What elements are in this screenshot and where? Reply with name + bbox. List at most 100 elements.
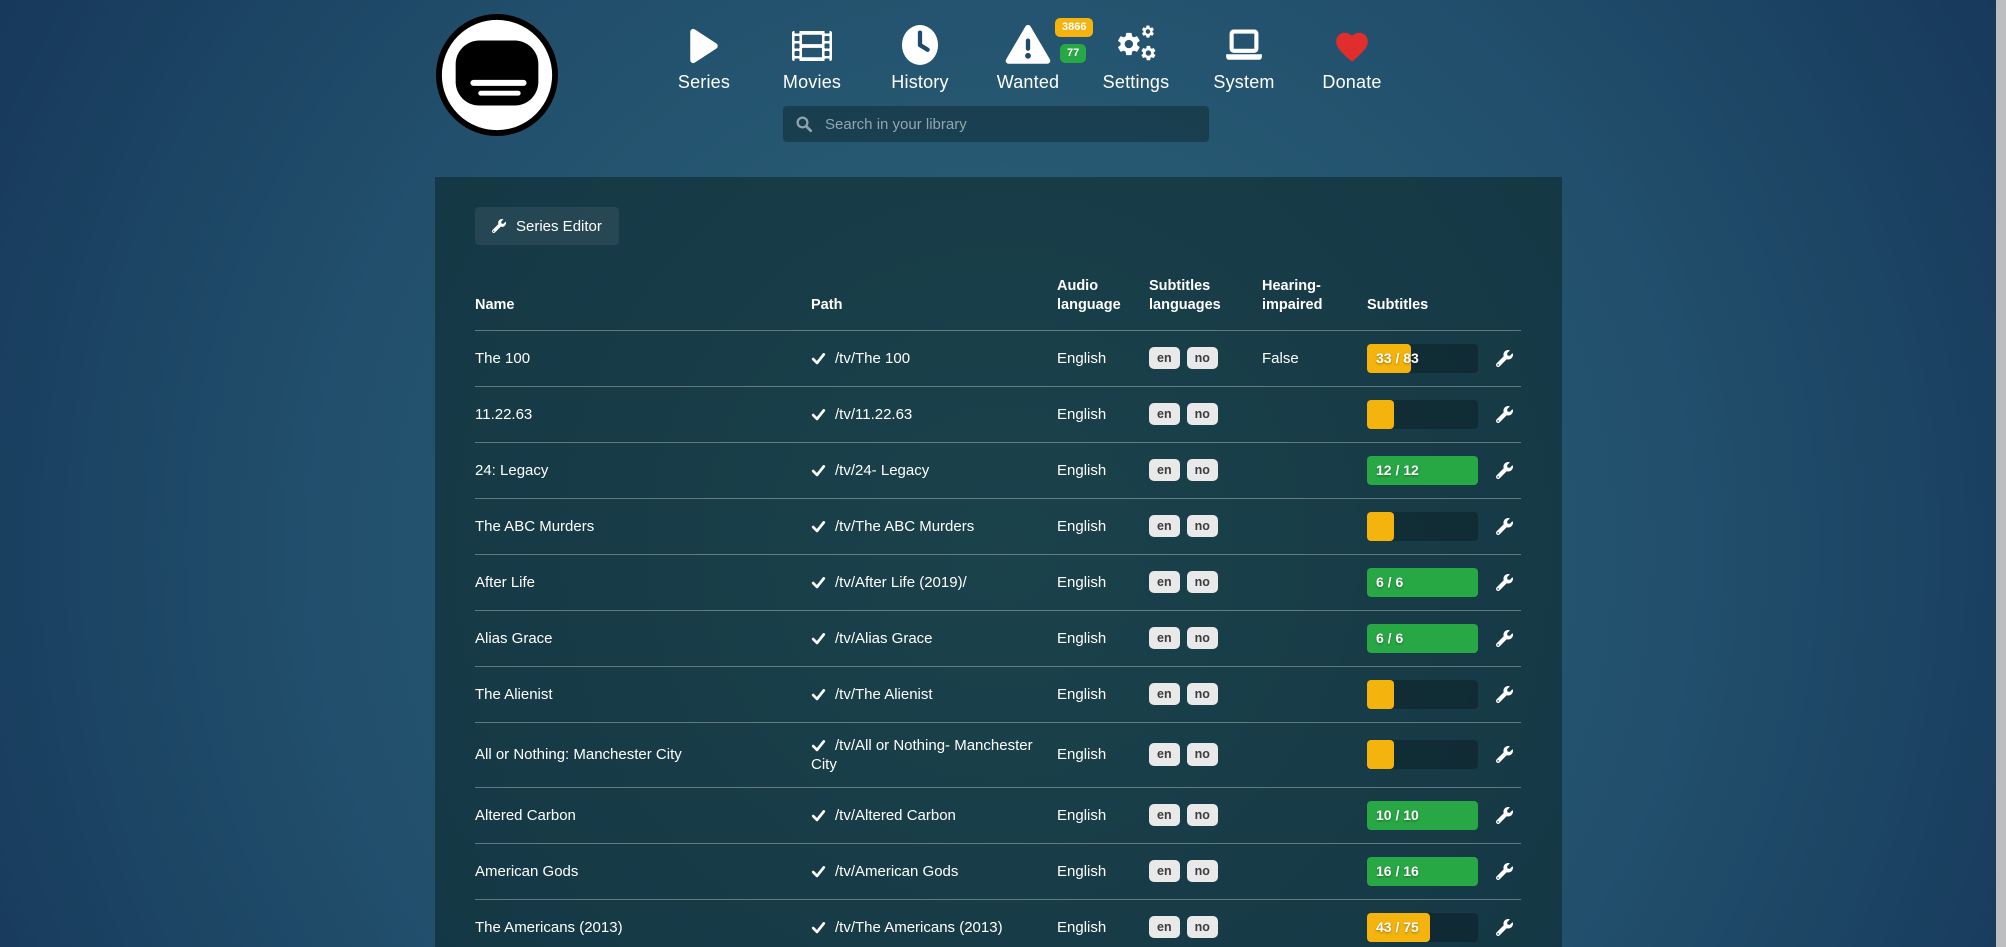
- table-row: 11.22.63/tv/11.22.63 English en no: [475, 386, 1521, 443]
- series-name-link[interactable]: The Americans (2013): [475, 899, 811, 947]
- audio-language-cell: English: [1057, 666, 1149, 723]
- gears-icon: [1114, 18, 1158, 66]
- series-path: /tv/After Life (2019)/: [835, 573, 967, 591]
- search-input[interactable]: [823, 114, 1197, 134]
- nav-item-series[interactable]: Series: [650, 18, 758, 93]
- edit-series-button[interactable]: [1496, 517, 1513, 535]
- library-search: [783, 106, 1209, 142]
- wanted-movies-badge: 77: [1060, 44, 1087, 63]
- subtitles-progress-fill: [1367, 399, 1394, 429]
- nav-item-history[interactable]: History: [866, 18, 974, 93]
- nav-item-system[interactable]: System: [1190, 18, 1298, 93]
- series-name-link[interactable]: Alias Grace: [475, 610, 811, 667]
- search-icon: [795, 115, 813, 133]
- subtitles-progress-label: 33 / 83: [1376, 349, 1419, 366]
- edit-series-button[interactable]: [1496, 746, 1513, 764]
- edit-series-button[interactable]: [1496, 573, 1513, 591]
- subtitle-language-badge: no: [1186, 859, 1218, 883]
- edit-series-button[interactable]: [1496, 918, 1513, 936]
- subtitles-progress-bar: 6 / 6: [1367, 567, 1478, 597]
- series-name-link[interactable]: Altered Carbon: [475, 787, 811, 844]
- film-icon: [792, 18, 832, 66]
- series-name-link[interactable]: The 100: [475, 330, 811, 387]
- subtitles-progress-fill: [1367, 679, 1394, 709]
- edit-series-button[interactable]: [1496, 461, 1513, 479]
- subtitle-language-badge: no: [1186, 743, 1218, 766]
- actions-cell: [1489, 330, 1521, 387]
- subtitles-progress-label: 12 / 12: [1376, 461, 1419, 478]
- series-name-link[interactable]: 24: Legacy: [475, 442, 811, 499]
- series-name-link[interactable]: The Alienist: [475, 666, 811, 723]
- nav-label: History: [891, 72, 949, 92]
- table-row: The Alienist/tv/The Alienist English en no: [475, 666, 1521, 723]
- subtitles-progress-fill: [1367, 567, 1478, 597]
- play-icon: [689, 18, 719, 66]
- edit-series-button[interactable]: [1496, 685, 1513, 703]
- subtitles-progress-fill: [1367, 511, 1394, 541]
- subtitles-progress-bar: 6 / 6: [1367, 623, 1478, 653]
- check-icon: [811, 408, 826, 420]
- audio-language-cell: English: [1057, 498, 1149, 555]
- subtitles-progress-label: 16 / 16: [1376, 862, 1419, 879]
- subtitles-cell: [1367, 386, 1489, 443]
- subtitle-language-badge: en: [1149, 682, 1180, 706]
- series-path: /tv/American Gods: [835, 862, 959, 880]
- table-row: American Gods/tv/American Gods English en n…: [475, 843, 1521, 900]
- bazarr-logo[interactable]: [434, 12, 560, 138]
- nav-label: Movies: [782, 72, 842, 92]
- series-path-cell: /tv/The Alienist: [811, 666, 1057, 723]
- hearing-impaired-cell: [1262, 554, 1367, 611]
- hearing-impaired-cell: [1262, 498, 1367, 555]
- nav-item-settings[interactable]: Settings: [1082, 18, 1190, 93]
- series-path: /tv/The Alienist: [835, 685, 933, 703]
- subtitle-language-badge: en: [1149, 458, 1180, 482]
- check-icon: [811, 688, 826, 700]
- subtitles-cell: [1367, 498, 1489, 555]
- series-path: /tv/All or Nothing- Manchester City: [811, 736, 1033, 773]
- wrench-icon: [1496, 573, 1513, 591]
- hearing-impaired-cell: [1262, 610, 1367, 667]
- subtitle-language-badge: en: [1149, 402, 1180, 426]
- nav-label: System: [1213, 72, 1275, 92]
- edit-series-button[interactable]: [1496, 862, 1513, 880]
- subtitle-language-badge: no: [1186, 803, 1218, 827]
- subtitles-progress-label: 6 / 6: [1376, 629, 1404, 646]
- subtitle-language-badge: en: [1149, 626, 1180, 650]
- edit-series-button[interactable]: [1496, 405, 1513, 423]
- subtitles-cell: 43 / 75: [1367, 899, 1489, 947]
- subtitles-progress-fill: [1367, 740, 1394, 770]
- series-name-link[interactable]: The ABC Murders: [475, 498, 811, 555]
- nav-item-wanted[interactable]: Wanted 3866 77: [974, 18, 1094, 93]
- audio-language-cell: English: [1057, 899, 1149, 947]
- subtitles-progress-bar: 10 / 10: [1367, 800, 1478, 830]
- series-path-cell: /tv/American Gods: [811, 843, 1057, 900]
- edit-series-button[interactable]: [1496, 629, 1513, 647]
- series-editor-button[interactable]: Series Editor: [475, 207, 619, 245]
- wrench-icon: [1496, 461, 1513, 479]
- series-name-link[interactable]: All or Nothing: Manchester City: [475, 722, 811, 788]
- wrench-icon: [1496, 862, 1513, 880]
- wrench-icon: [1496, 349, 1513, 367]
- hearing-impaired-cell: [1262, 899, 1367, 947]
- nav-item-donate[interactable]: Donate: [1298, 18, 1406, 93]
- check-icon: [811, 352, 826, 364]
- series-name-link[interactable]: 11.22.63: [475, 386, 811, 443]
- audio-language-cell: English: [1057, 442, 1149, 499]
- series-name-link[interactable]: American Gods: [475, 843, 811, 900]
- subtitles-progress-bar: [1367, 511, 1478, 541]
- subtitles-languages-cell: en no: [1149, 843, 1262, 900]
- series-path: /tv/Altered Carbon: [835, 806, 956, 824]
- vertical-scrollbar[interactable]: [1996, 0, 2006, 947]
- subtitles-progress-fill: [1367, 800, 1478, 830]
- header-actions: [1489, 259, 1521, 331]
- series-name-link[interactable]: After Life: [475, 554, 811, 611]
- subtitles-cell: 33 / 83: [1367, 330, 1489, 387]
- edit-series-button[interactable]: [1496, 806, 1513, 824]
- edit-series-button[interactable]: [1496, 349, 1513, 367]
- subtitles-progress-fill: [1367, 455, 1478, 485]
- nav-item-movies[interactable]: Movies: [758, 18, 866, 93]
- table-row: Alias Grace/tv/Alias Grace English en no 6 /…: [475, 610, 1521, 667]
- series-panel: Series Editor Name Path Audio language S…: [435, 177, 1562, 947]
- table-row: Altered Carbon/tv/Altered Carbon English e…: [475, 787, 1521, 844]
